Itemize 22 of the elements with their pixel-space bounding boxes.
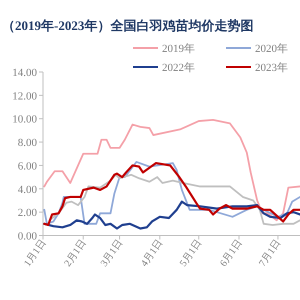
y-tick-label: 2.00 bbox=[18, 207, 38, 220]
chart-title: （2019年-2023年）全国白羽鸡苗均价走势图 bbox=[2, 18, 254, 33]
x-tick-label: 7月1日 bbox=[257, 238, 284, 269]
legend-label: 2019年 bbox=[162, 43, 195, 55]
x-tick-label: 2月1日 bbox=[62, 238, 89, 269]
line-series bbox=[43, 200, 300, 230]
x-tick-label: 4月1日 bbox=[139, 238, 166, 269]
line-series bbox=[43, 118, 300, 222]
y-tick-label: 4.00 bbox=[18, 184, 38, 196]
y-tick-label: 14.00 bbox=[12, 67, 38, 79]
y-tick-label: 12.00 bbox=[12, 90, 38, 102]
x-tick-label: 3月1日 bbox=[98, 238, 126, 269]
legend-label: 2023年 bbox=[255, 62, 288, 74]
line-series bbox=[48, 174, 300, 226]
y-tick-label: 0.00 bbox=[18, 230, 38, 242]
legend-label: 2020年 bbox=[255, 43, 288, 55]
legend-label: 2022年 bbox=[162, 62, 195, 74]
y-tick-label: 6.00 bbox=[18, 160, 38, 172]
y-tick-label: 10.00 bbox=[12, 114, 38, 126]
x-tick-label: 6月1日 bbox=[218, 238, 244, 269]
x-tick-label: 5月1日 bbox=[178, 238, 204, 269]
y-tick-label: 8.00 bbox=[18, 137, 38, 150]
